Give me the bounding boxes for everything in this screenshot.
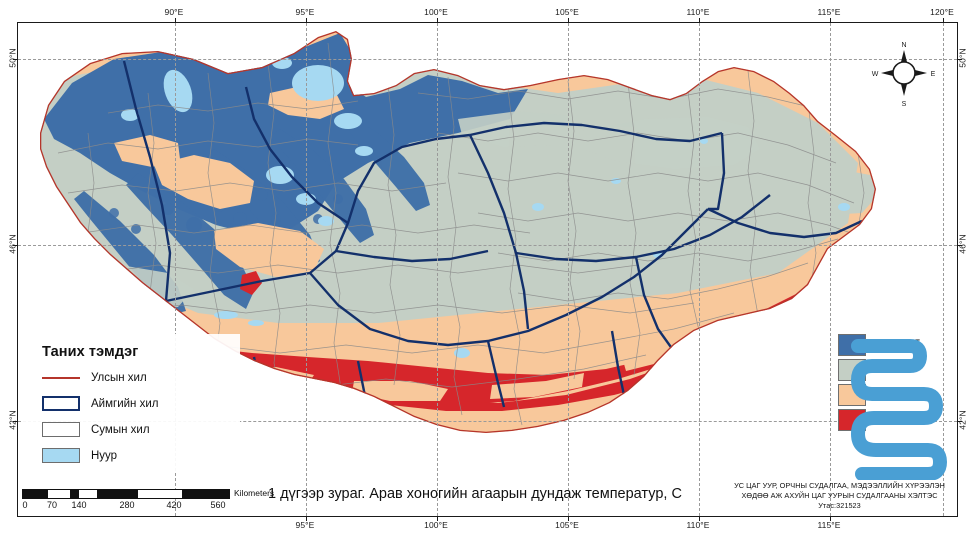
legend-item-province-border: Аймгийн хил — [42, 395, 240, 412]
temp-swatch-cool — [838, 359, 866, 381]
axis-label-bottom-1: 100°E — [424, 520, 448, 530]
axis-label-left-1: 46°N — [7, 234, 18, 254]
compass-label-south: S — [902, 101, 907, 108]
tick-left-50N — [13, 59, 18, 60]
tick-top-100E — [437, 18, 438, 23]
axis-label-bottom-2: 105°E — [555, 520, 579, 530]
lakes — [104, 57, 850, 358]
province-border-box-icon — [42, 396, 80, 411]
legend-item-national-border: Улсын хил — [42, 369, 240, 386]
legend-item-label: Сумын хил — [91, 423, 150, 436]
temp-legend-label: 0 - 5 — [874, 389, 898, 401]
tick-bottom-95E — [306, 516, 307, 521]
tick-bottom-115E — [830, 516, 831, 521]
scale-seg — [23, 490, 48, 498]
scale-bar-tick-labels: 0 70 140 280 420 560 — [22, 499, 230, 512]
axis-label-bottom-0: 95°E — [295, 520, 315, 530]
axis-label-right-1: 46°N — [957, 234, 968, 254]
scale-tick-label: 140 — [71, 500, 87, 510]
temp-swatch-mild — [838, 384, 866, 406]
axis-label-bottom-4: 115°E — [817, 520, 841, 530]
axis-label-top-1: 95°E — [295, 7, 315, 17]
national-border-line-icon — [42, 376, 80, 379]
compass-label-north: N — [901, 42, 906, 49]
temp-legend-label: -17.2 - -5 — [874, 339, 921, 351]
axis-label-top-0: 90°E — [164, 7, 184, 17]
axis-label-right-0: 50°N — [957, 48, 968, 68]
tick-right-50N — [957, 59, 962, 60]
temp-legend-row: 0 - 5 — [838, 383, 968, 407]
east-cool-patch — [794, 169, 876, 215]
compass-rose-north-arrow: N S W E — [872, 42, 936, 108]
credit-phone: Утас:321523 — [818, 501, 861, 511]
figure-caption: 1 дүгээр зураг. Арав хоногийн агаарын ду… — [268, 486, 682, 502]
tick-top-110E — [699, 18, 700, 23]
temperature-class-legend: -17.2 - -5 -4.9 - 0 0 - 5 5.1 - 10.8 — [838, 333, 968, 433]
lake-fill-box-icon — [42, 448, 80, 463]
axis-label-top-2: 100°E — [424, 7, 448, 17]
tick-bottom-105E — [568, 516, 569, 521]
scale-tick-label: 70 — [46, 500, 58, 510]
legend-item-label: Нуур — [91, 449, 118, 462]
credits-block: УС ЦАГ УУР, ОРЧНЫ СУДАЛГАА, МЭДЭЭЛЛИЙН Х… — [712, 481, 967, 511]
temp-legend-row: -17.2 - -5 — [838, 333, 968, 357]
scale-seg — [97, 490, 139, 498]
scale-seg — [70, 490, 79, 498]
compass-label-west: W — [872, 71, 879, 78]
scale-bar: 0 70 140 280 420 560 Kilometers — [22, 488, 275, 512]
axis-label-left-2: 42°N — [7, 410, 18, 430]
compass-needle-west — [881, 70, 893, 76]
tick-top-95E — [306, 18, 307, 23]
tick-right-46N — [957, 245, 962, 246]
temp-legend-label: 5.1 - 10.8 — [874, 414, 923, 426]
province-boundaries — [122, 60, 863, 418]
temp-swatch-warm — [838, 409, 866, 431]
scale-tick-label: 420 — [166, 500, 182, 510]
district-border-box-icon — [42, 422, 80, 437]
credit-organization-line1: УС ЦАГ УУР, ОРЧНЫ СУДАЛГАА, МЭДЭЭЛЛИЙН Х… — [734, 481, 945, 490]
legend-item-label: Аймгийн хил — [91, 397, 159, 410]
axis-label-bottom-3: 110°E — [686, 520, 710, 530]
axis-label-top-6: 120°E — [930, 7, 954, 17]
credit-organization-line2: ХӨДӨӨ АЖ АХУЙН ЦАГ УУРЫН СУДАЛГААНЫ ХЭЛТ… — [741, 490, 938, 500]
tick-top-105E — [568, 18, 569, 23]
tick-top-120E — [943, 18, 944, 23]
temp-legend-row: -4.9 - 0 — [838, 358, 968, 382]
temp-legend-row: 5.1 - 10.8 — [838, 408, 968, 432]
map-legend: Таних тэмдэг Улсын хил Аймгийн хил Сумын… — [22, 334, 240, 471]
scale-tick-label: 280 — [119, 500, 135, 510]
scale-bar-unit-label: Kilometers — [234, 488, 275, 498]
scale-seg — [47, 490, 71, 498]
compass-circle — [892, 61, 916, 85]
scale-seg — [138, 490, 182, 498]
compass-label-east: E — [931, 71, 936, 78]
temp-swatch-cold — [838, 334, 866, 356]
compass-needle-north — [901, 50, 907, 62]
tick-bottom-100E — [437, 516, 438, 521]
tick-right-42N — [957, 421, 962, 422]
scale-tick-label: 0 — [22, 500, 28, 510]
axis-label-top-3: 105°E — [555, 7, 579, 17]
tick-left-46N — [13, 245, 18, 246]
legend-title: Таних тэмдэг — [42, 344, 139, 360]
axis-label-left-0: 50°N — [7, 48, 18, 68]
scale-seg — [78, 490, 98, 498]
legend-item-lake: Нуур — [42, 447, 240, 464]
scale-seg — [181, 490, 229, 498]
tick-top-115E — [830, 18, 831, 23]
axis-label-top-5: 115°E — [817, 7, 841, 17]
legend-item-label: Улсын хил — [91, 371, 147, 384]
temp-legend-label: -4.9 - 0 — [874, 364, 911, 376]
compass-needle-east — [915, 70, 927, 76]
compass-needle-south — [901, 84, 907, 96]
legend-item-district-border: Сумын хил — [42, 421, 240, 438]
scale-tick-label: 560 — [210, 500, 226, 510]
tick-left-42N — [13, 421, 18, 422]
tick-bottom-110E — [699, 516, 700, 521]
axis-label-top-4: 110°E — [686, 7, 710, 17]
scale-bar-track — [22, 489, 230, 499]
tick-top-90E — [175, 18, 176, 23]
